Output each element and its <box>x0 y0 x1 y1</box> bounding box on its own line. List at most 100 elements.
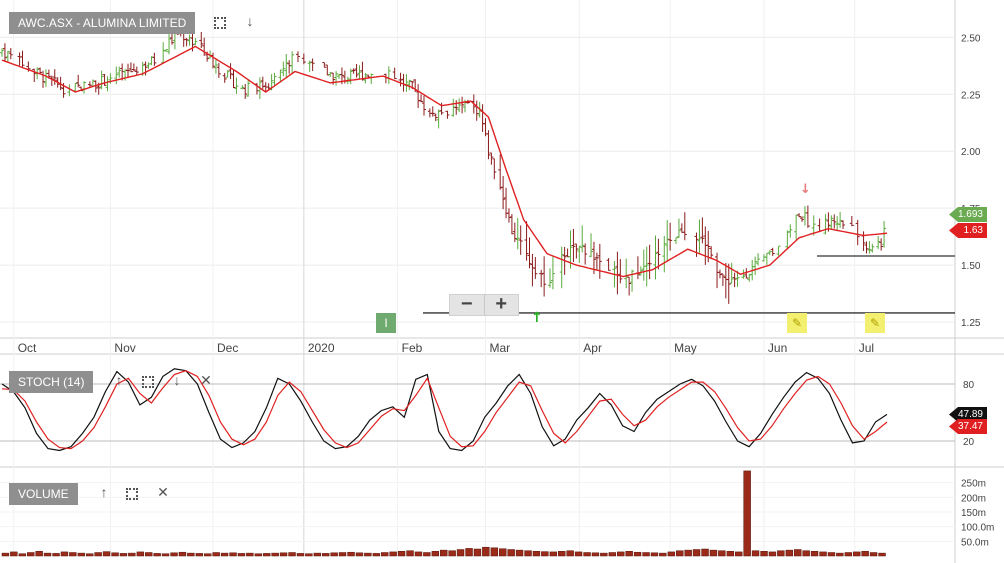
volume-bar <box>558 551 566 557</box>
volume-bar <box>69 552 77 557</box>
arrow-up-icon[interactable]: ↑ <box>115 372 123 388</box>
volume-bar <box>204 553 212 557</box>
volume-bar <box>381 552 389 557</box>
volume-bar <box>313 552 322 557</box>
volume-bar <box>701 548 709 557</box>
price-y-tick: 2.00 <box>961 147 981 158</box>
volume-bar <box>35 551 43 557</box>
volume-bar <box>161 553 170 557</box>
x-axis-label: Mar <box>490 341 511 355</box>
volume-bar <box>440 549 448 557</box>
volume-bar <box>777 550 785 557</box>
volume-bar <box>229 552 237 557</box>
volume-bar <box>86 553 94 557</box>
arrow-up-icon: ↑ <box>531 310 543 326</box>
volume-bar <box>768 551 777 557</box>
volume-bar <box>43 552 52 557</box>
x-axis-label: May <box>674 341 697 355</box>
volume-bar <box>254 553 263 557</box>
volume-bar <box>338 552 347 557</box>
volume-bar <box>448 550 456 557</box>
volume-bar <box>347 551 355 557</box>
volume-bar <box>532 551 541 557</box>
x-axis-label: Jun <box>768 341 787 355</box>
volume-bar <box>473 548 482 557</box>
volume-bar <box>397 551 406 557</box>
volume-bar <box>414 551 423 557</box>
volume-y-tick: 100.0m <box>961 523 994 534</box>
volume-bar <box>406 550 414 557</box>
volume-bar <box>153 553 161 557</box>
arrow-down-icon[interactable]: ↓ <box>246 13 254 29</box>
x-axis-label: Nov <box>114 341 135 355</box>
volume-bar <box>566 550 574 557</box>
volume-bar <box>819 551 827 557</box>
volume-y-tick: 200m <box>961 493 986 504</box>
volume-bar <box>111 552 119 557</box>
volume-bar <box>305 553 313 557</box>
volume-bar <box>119 553 128 557</box>
volume-bar <box>237 553 246 557</box>
volume-bar <box>18 553 27 557</box>
pencil-icon[interactable]: ✎ <box>865 313 885 333</box>
volume-bar <box>220 552 229 557</box>
volume-bar <box>263 553 271 557</box>
arrow-up-icon[interactable]: ↑ <box>100 484 108 500</box>
stochastic-lines <box>1 368 888 452</box>
last-price-tag: 1.693 <box>949 207 987 222</box>
expand-icon[interactable] <box>214 17 226 29</box>
stoch-k-line <box>1 368 888 452</box>
zoom-control: − + <box>449 294 519 316</box>
volume-bar <box>802 550 810 557</box>
x-axis-label: Jul <box>859 341 874 355</box>
pencil-icon[interactable]: ✎ <box>787 313 807 333</box>
volume-y-tick: 250m <box>961 479 986 490</box>
volume-bar <box>145 552 153 557</box>
volume-bars <box>1 470 886 557</box>
volume-bar <box>372 553 381 557</box>
volume-bar <box>810 551 819 557</box>
volume-bar <box>625 551 633 557</box>
stoch-d-tag: 37.47 <box>949 419 987 434</box>
volume-bar <box>355 552 364 557</box>
moving-average-line: ↑↓ <box>1 45 955 326</box>
volume-bar <box>726 551 735 557</box>
stoch-d-line <box>1 370 888 450</box>
volume-bar <box>642 552 650 557</box>
event-badge[interactable]: I <box>376 313 396 333</box>
close-icon[interactable]: ✕ <box>157 484 169 500</box>
price-y-tick: 2.50 <box>961 33 981 44</box>
volume-bar <box>684 549 692 557</box>
volume-bar <box>279 552 288 557</box>
expand-icon[interactable] <box>126 488 138 500</box>
volume-bar <box>785 549 794 557</box>
volume-bar <box>844 552 853 557</box>
arrow-down-icon[interactable]: ↓ <box>173 372 181 388</box>
volume-bar <box>735 551 743 557</box>
volume-bar <box>364 552 372 557</box>
volume-bar <box>187 552 195 557</box>
zoom-out-button[interactable]: − <box>460 293 473 315</box>
volume-bar <box>676 550 684 557</box>
volume-bar <box>195 553 204 557</box>
close-icon[interactable]: ✕ <box>200 372 212 388</box>
volume-bar <box>524 550 532 557</box>
volume-bar <box>659 552 667 557</box>
volume-bar <box>60 551 69 557</box>
volume-bar <box>608 552 617 557</box>
volume-bar <box>617 551 625 557</box>
volume-bar <box>718 550 726 557</box>
axis-labels: 2.502.252.001.751.501.25OctNovDec2020Feb… <box>18 33 995 548</box>
x-axis-label: 2020 <box>308 341 335 355</box>
volume-bar <box>549 551 558 557</box>
expand-icon[interactable] <box>142 376 154 388</box>
volume-bar <box>178 551 187 557</box>
volume-bar <box>507 549 515 557</box>
x-axis-label: Dec <box>217 341 238 355</box>
moving-average-path <box>1 45 888 278</box>
zoom-in-button[interactable]: + <box>483 294 519 315</box>
volume-bar <box>600 552 608 557</box>
volume-y-tick: 150m <box>961 508 986 519</box>
